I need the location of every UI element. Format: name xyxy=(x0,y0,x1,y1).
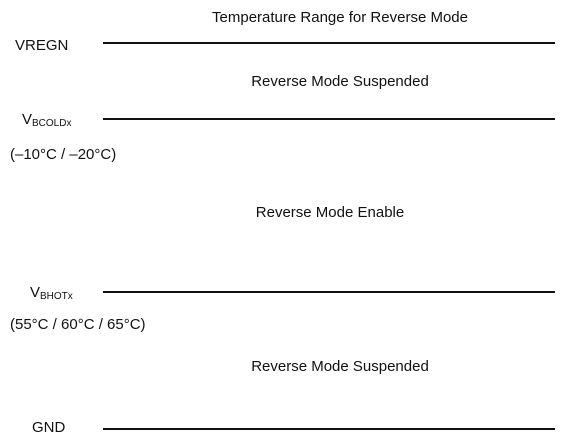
level-subscript: BHOTx xyxy=(40,291,73,302)
level-note: (–10°C / –20°C) xyxy=(10,146,117,163)
level-label: VBCOLDx xyxy=(22,111,71,133)
title: Temperature Range for Reverse Mode xyxy=(212,9,468,26)
level-label: VREGN xyxy=(15,37,69,54)
level-subscript: BCOLDx xyxy=(32,118,72,129)
region-label: Reverse Mode Suspended xyxy=(251,73,429,90)
level-symbol: V xyxy=(30,284,41,301)
level-symbol: V xyxy=(22,111,33,128)
region-label: Reverse Mode Suspended xyxy=(251,358,429,375)
level-label: GND xyxy=(32,419,66,436)
level-label: VBHOTx xyxy=(30,284,73,306)
level-line xyxy=(103,42,555,44)
level-line xyxy=(103,428,555,430)
level-note: (55°C / 60°C / 65°C) xyxy=(10,316,146,333)
level-line xyxy=(103,291,555,293)
region-label: Reverse Mode Enable xyxy=(255,204,405,221)
level-line xyxy=(103,118,555,120)
